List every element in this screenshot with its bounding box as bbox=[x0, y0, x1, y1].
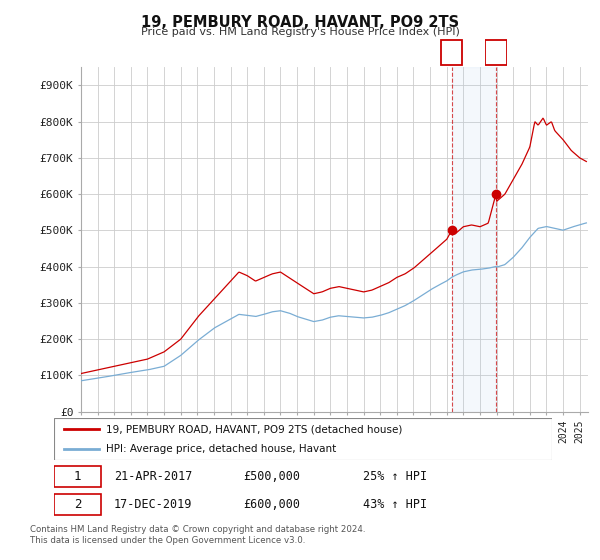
Text: 19, PEMBURY ROAD, HAVANT, PO9 2TS: 19, PEMBURY ROAD, HAVANT, PO9 2TS bbox=[141, 15, 459, 30]
Text: £600,000: £600,000 bbox=[243, 498, 300, 511]
Text: Price paid vs. HM Land Registry's House Price Index (HPI): Price paid vs. HM Land Registry's House … bbox=[140, 27, 460, 37]
Text: £500,000: £500,000 bbox=[243, 470, 300, 483]
FancyBboxPatch shape bbox=[485, 40, 506, 66]
Text: 2: 2 bbox=[492, 46, 500, 59]
Text: 2: 2 bbox=[74, 498, 82, 511]
Text: 19, PEMBURY ROAD, HAVANT, PO9 2TS (detached house): 19, PEMBURY ROAD, HAVANT, PO9 2TS (detac… bbox=[106, 424, 403, 434]
FancyBboxPatch shape bbox=[54, 418, 552, 460]
Text: 17-DEC-2019: 17-DEC-2019 bbox=[114, 498, 192, 511]
Text: 43% ↑ HPI: 43% ↑ HPI bbox=[363, 498, 427, 511]
FancyBboxPatch shape bbox=[54, 466, 101, 487]
Text: 1: 1 bbox=[448, 46, 455, 59]
Text: Contains HM Land Registry data © Crown copyright and database right 2024.
This d: Contains HM Land Registry data © Crown c… bbox=[30, 525, 365, 545]
FancyBboxPatch shape bbox=[54, 494, 101, 515]
FancyBboxPatch shape bbox=[441, 40, 463, 66]
Text: 21-APR-2017: 21-APR-2017 bbox=[114, 470, 192, 483]
Bar bbox=[452, 67, 496, 412]
Text: HPI: Average price, detached house, Havant: HPI: Average price, detached house, Hava… bbox=[106, 445, 337, 454]
Text: 1: 1 bbox=[74, 470, 82, 483]
Text: 25% ↑ HPI: 25% ↑ HPI bbox=[363, 470, 427, 483]
